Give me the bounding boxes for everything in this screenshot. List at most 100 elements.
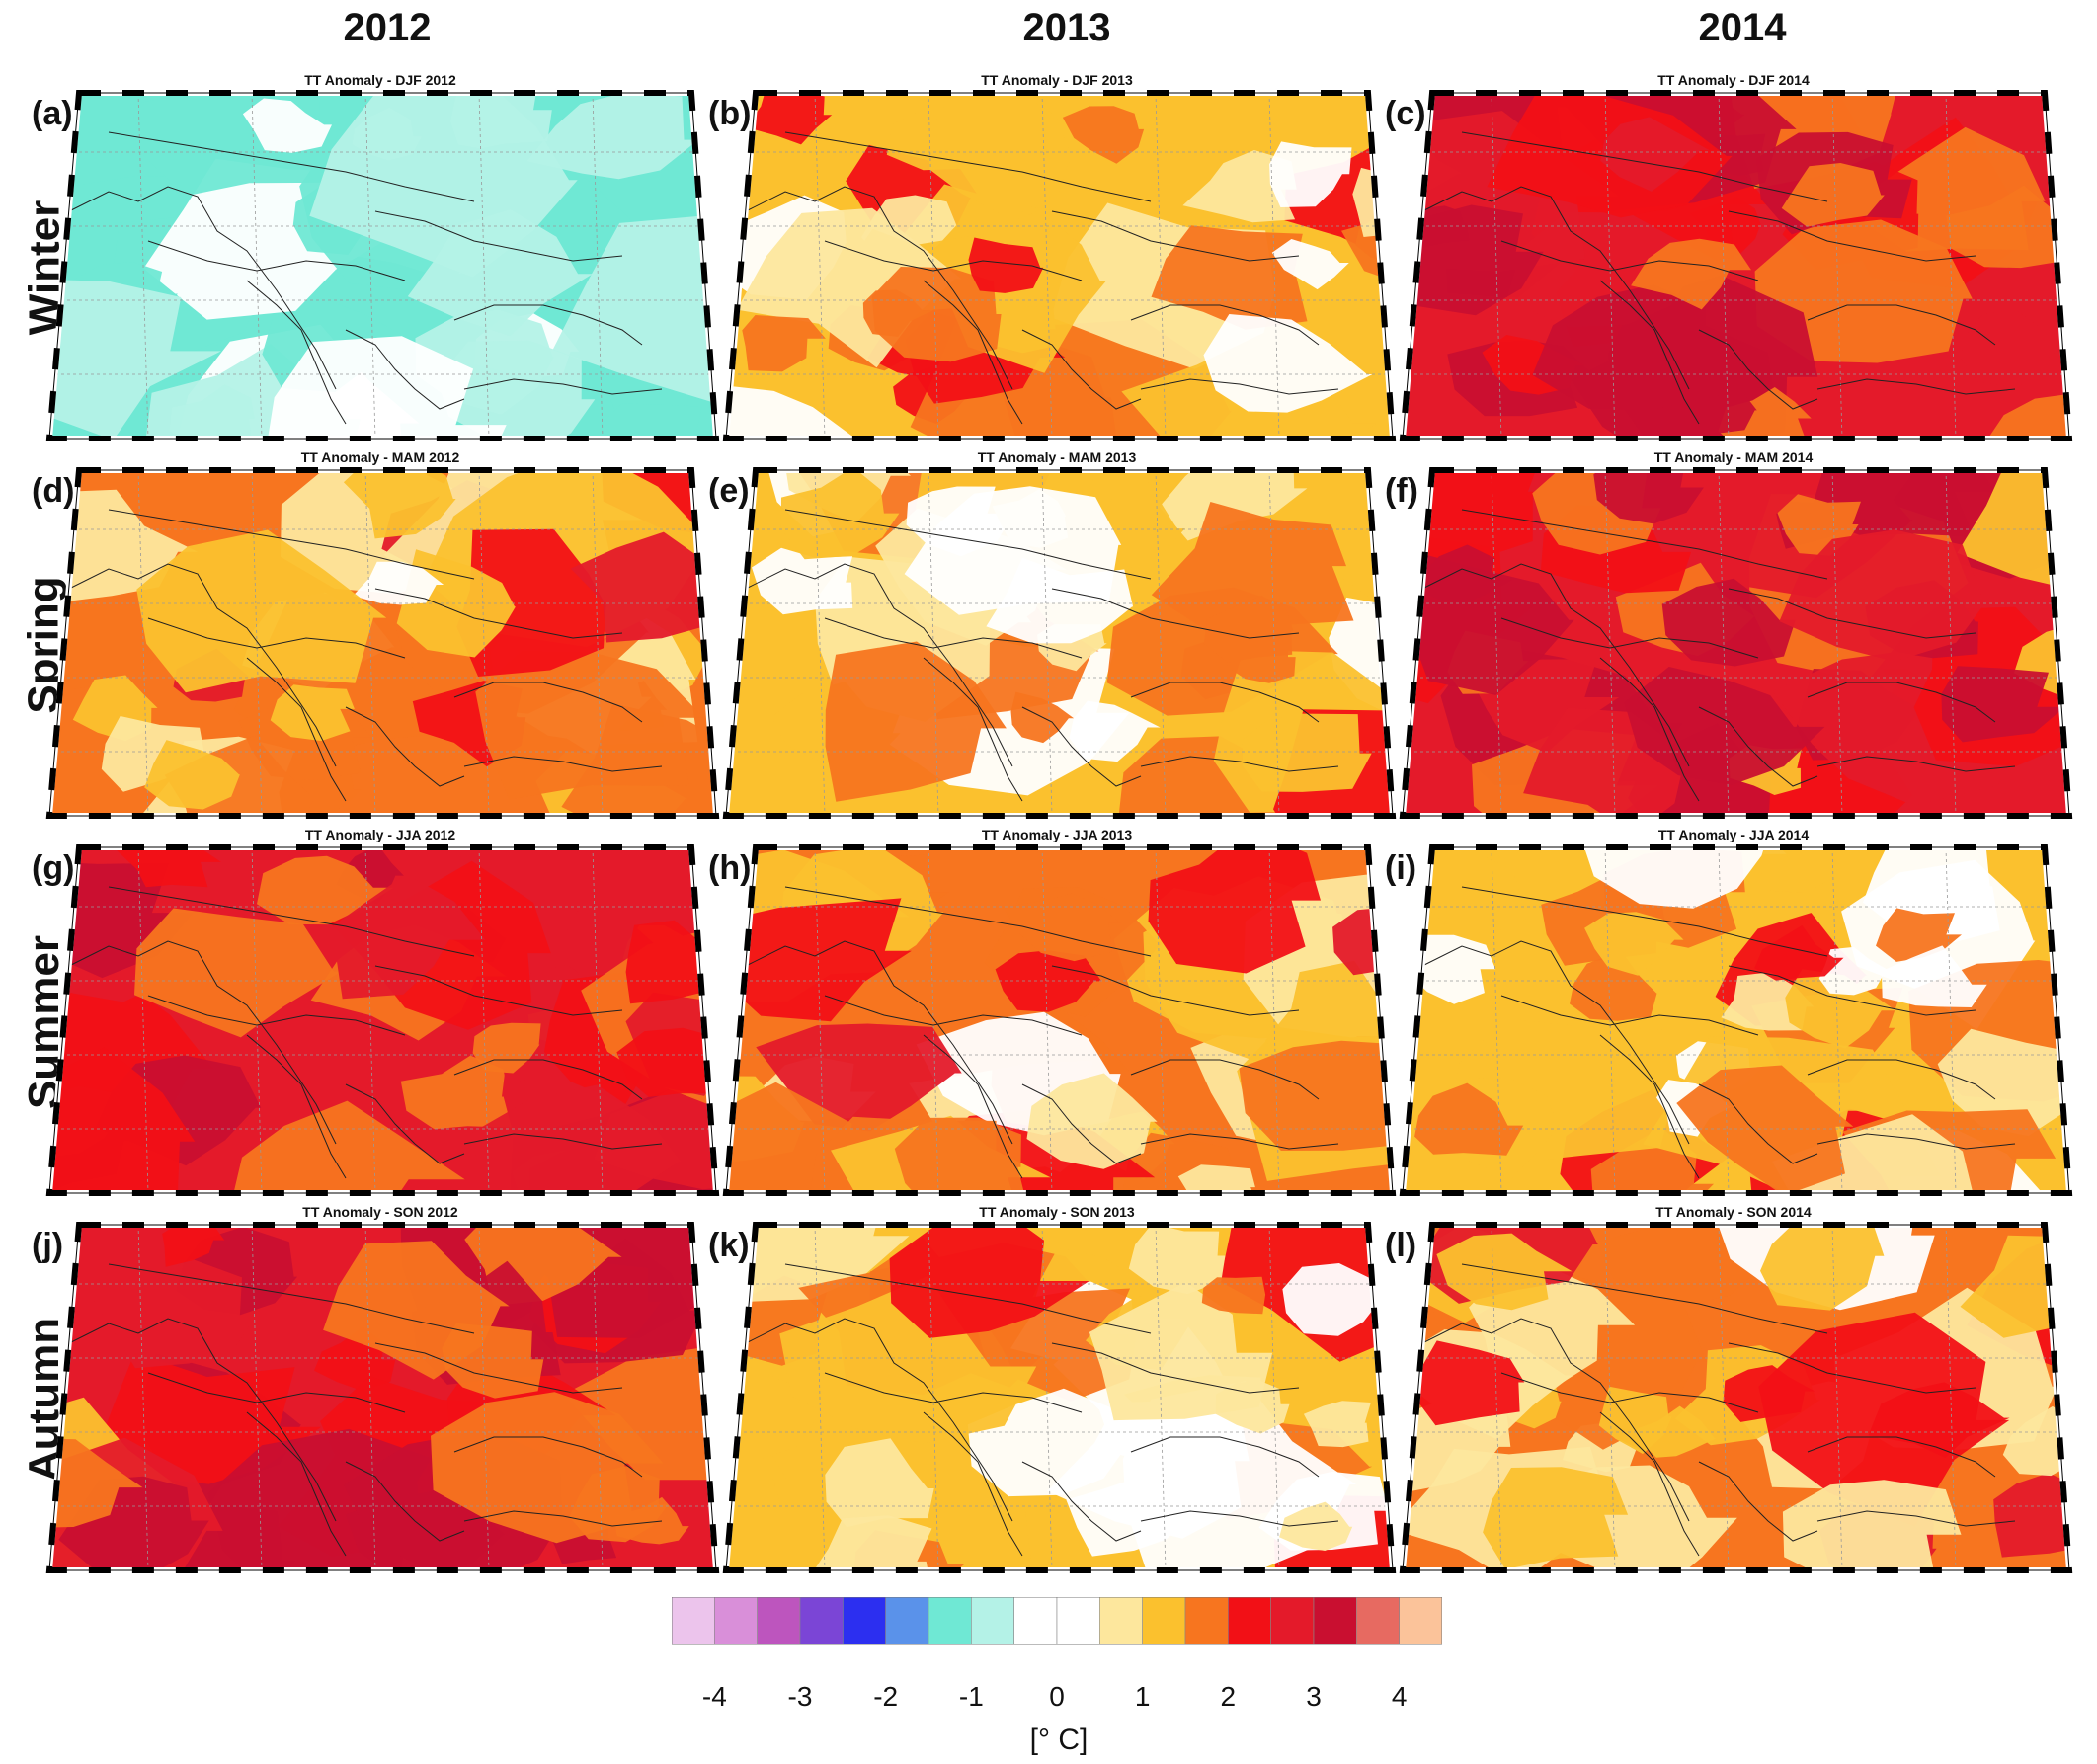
column-header-2014: 2014: [1698, 6, 1787, 49]
coastline: [463, 756, 663, 772]
coastline: [68, 563, 337, 767]
coastline: [1051, 210, 1300, 262]
colorbar-swatch: [757, 1597, 801, 1645]
panel-title: TT Anomaly - MAM 2012: [300, 449, 460, 465]
coastline: [1728, 965, 1976, 1016]
coastline: [1461, 131, 1828, 202]
coastline: [374, 588, 623, 639]
colorbar-tick-label: 4: [1391, 1681, 1408, 1712]
anomaly-contour: [1416, 544, 1512, 603]
anomaly-contour: [1631, 238, 1751, 310]
coastline: [68, 940, 337, 1145]
coastline: [1421, 1318, 1690, 1522]
anomaly-contour: [400, 1055, 512, 1130]
panel-label: (b): [708, 95, 752, 132]
anomaly-contour: [825, 1438, 934, 1528]
colorbar-swatch: [1056, 1597, 1100, 1645]
anomaly-contour: [134, 908, 342, 1038]
anomaly-contour: [1422, 852, 1528, 935]
coastline: [1807, 304, 1996, 346]
anomaly-contour: [1779, 529, 1991, 662]
colorbar-swatch: [885, 1597, 929, 1645]
anomaly-contour: [1957, 470, 2069, 592]
panel-label: (d): [32, 472, 75, 510]
coastline: [463, 378, 663, 395]
anomaly-contour: [2014, 623, 2069, 703]
coastline: [1807, 682, 1996, 723]
coastline: [108, 509, 475, 580]
anomaly-contour: [169, 384, 255, 439]
panel-title: TT Anomaly - SON 2014: [1655, 1204, 1812, 1220]
panel-title: TT Anomaly - SON 2012: [302, 1204, 458, 1220]
panel-title: TT Anomaly - JJA 2013: [981, 827, 1133, 842]
anomaly-contour: [270, 684, 355, 742]
coastline: [1728, 1342, 1976, 1394]
colorbar-swatch: [1399, 1597, 1442, 1645]
coastline: [784, 1263, 1152, 1334]
coastline: [1051, 588, 1300, 639]
coastline: [824, 995, 1083, 1036]
coastline: [1599, 1411, 1700, 1557]
colorbar-tick-label: -3: [787, 1681, 813, 1712]
anomaly-contour: [1069, 700, 1161, 762]
anomaly-contour: [1271, 239, 1349, 290]
coastline: [784, 509, 1152, 580]
anomaly-contour: [871, 267, 1002, 362]
anomaly-contour: [1303, 1401, 1371, 1448]
panel-label: (l): [1385, 1227, 1417, 1264]
coastline: [345, 1461, 465, 1542]
coastline: [1816, 1133, 2016, 1150]
panel-label: (k): [708, 1227, 750, 1264]
coastline: [147, 995, 406, 1036]
anomaly-contour: [1003, 893, 1121, 962]
anomaly-contour: [1062, 106, 1145, 164]
anomaly-contour: [1242, 713, 1372, 792]
coastline: [923, 1411, 1023, 1557]
anomaly-contour: [1881, 945, 1987, 1007]
anomaly-contour: [967, 1388, 1144, 1497]
anomaly-contour: [1483, 1467, 1629, 1569]
panel-label: (e): [708, 472, 750, 510]
panel-title: TT Anomaly - JJA 2014: [1657, 827, 1810, 842]
anomaly-contour: [1598, 1386, 1672, 1454]
anomaly-contour: [570, 531, 716, 643]
anomaly-contour: [986, 557, 1134, 644]
coastline: [108, 886, 475, 957]
coastline: [923, 657, 1023, 802]
colorbar-tick-label: 0: [1049, 1681, 1065, 1712]
anomaly-contour: [1666, 386, 1757, 434]
anomaly-map-djf-2014: [1399, 90, 2073, 441]
anomaly-contour: [49, 279, 221, 439]
coastline: [463, 1133, 663, 1150]
anomaly-contour: [779, 1276, 1037, 1444]
coastline: [463, 1510, 663, 1527]
coastline: [784, 886, 1152, 957]
anomaly-contour: [526, 93, 699, 180]
coastline: [1599, 1034, 1700, 1179]
coastline: [1140, 1510, 1339, 1527]
coastline: [1421, 186, 1690, 390]
panel-title: TT Anomaly - DJF 2014: [1657, 72, 1810, 88]
coastline: [1021, 1461, 1142, 1542]
anomaly-contour: [968, 237, 1044, 293]
panel-title: TT Anomaly - SON 2013: [979, 1204, 1135, 1220]
coastline: [147, 617, 406, 659]
panel-title: TT Anomaly - JJA 2012: [304, 827, 456, 842]
coastline: [1130, 682, 1320, 723]
anomaly-map-jja-2013: [722, 844, 1397, 1196]
anomaly-contour: [49, 1437, 143, 1528]
anomaly-contour: [1600, 117, 1710, 192]
anomaly-map-son-2013: [722, 1222, 1397, 1573]
coastline: [824, 240, 1083, 281]
anomaly-contour: [115, 847, 221, 888]
anomaly-contour: [1151, 502, 1354, 632]
anomaly-contour: [1754, 924, 1844, 981]
coastline: [1140, 756, 1339, 772]
anomaly-contour: [752, 547, 853, 615]
coastline: [1698, 329, 1818, 410]
coastline: [108, 131, 475, 202]
coastline: [1500, 1372, 1759, 1413]
anomaly-contour: [1182, 150, 1297, 223]
anomaly-contour: [230, 1100, 465, 1193]
coastline: [745, 186, 1013, 390]
